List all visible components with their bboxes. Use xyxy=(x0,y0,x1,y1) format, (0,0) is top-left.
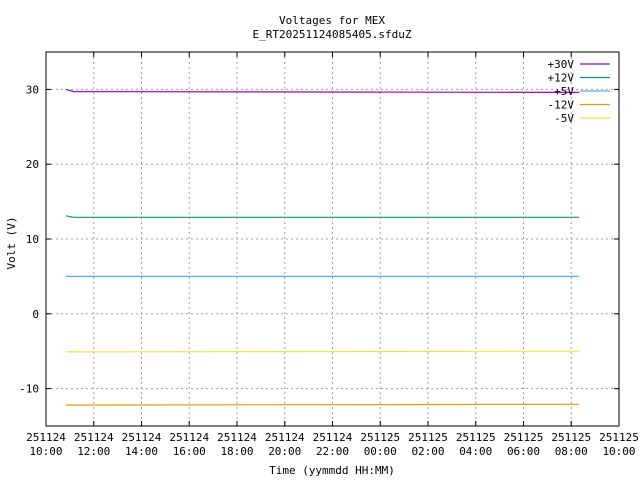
x-tick-time-label: 06:00 xyxy=(507,445,540,458)
x-tick-time-label: 02:00 xyxy=(411,445,444,458)
series-line xyxy=(65,88,580,94)
x-tick-date-label: 251125 xyxy=(504,431,544,444)
x-tick-time-label: 14:00 xyxy=(125,445,158,458)
x-tick-date-label: 251124 xyxy=(265,431,305,444)
x-tick-date-label: 251124 xyxy=(169,431,209,444)
series-line xyxy=(65,403,580,406)
x-tick-time-label: 00:00 xyxy=(364,445,397,458)
x-tick-date-label: 251125 xyxy=(456,431,496,444)
y-tick-label: 10 xyxy=(26,233,39,246)
x-tick-time-label: 22:00 xyxy=(316,445,349,458)
x-tick-time-label: 10:00 xyxy=(602,445,635,458)
x-tick-date-label: 251124 xyxy=(26,431,66,444)
x-tick-date-label: 251125 xyxy=(408,431,448,444)
legend-label: +5V xyxy=(554,85,574,98)
legend-label: -12V xyxy=(548,99,575,112)
x-axis-label: Time (yymmdd HH:MM) xyxy=(269,464,395,477)
series-line xyxy=(65,350,580,353)
x-tick-time-label: 08:00 xyxy=(555,445,588,458)
grid-lines xyxy=(46,52,619,426)
y-axis-label: Volt (V) xyxy=(5,217,18,270)
axis-ticks: 25112410:0025112412:0025112414:002511241… xyxy=(19,52,639,458)
x-tick-time-label: 16:00 xyxy=(173,445,206,458)
chart-subtitle: E_RT20251124085405.sfduZ xyxy=(253,28,412,41)
x-tick-date-label: 251125 xyxy=(551,431,591,444)
x-tick-time-label: 10:00 xyxy=(29,445,62,458)
legend-label: +12V xyxy=(548,72,575,85)
chart-title: Voltages for MEX xyxy=(279,14,385,27)
y-tick-label: 0 xyxy=(32,308,39,321)
x-tick-time-label: 20:00 xyxy=(268,445,301,458)
x-tick-date-label: 251125 xyxy=(360,431,400,444)
legend-label: -5V xyxy=(554,112,574,125)
x-tick-time-label: 12:00 xyxy=(77,445,110,458)
y-tick-label: 20 xyxy=(26,158,39,171)
series-line xyxy=(65,215,580,218)
y-tick-label: -10 xyxy=(19,383,39,396)
legend-label: +30V xyxy=(548,58,575,71)
x-tick-time-label: 04:00 xyxy=(459,445,492,458)
x-tick-date-label: 251124 xyxy=(122,431,162,444)
x-tick-date-label: 251124 xyxy=(313,431,353,444)
series-layer xyxy=(65,88,580,406)
plot-frame xyxy=(45,51,620,427)
x-tick-time-label: 18:00 xyxy=(220,445,253,458)
x-tick-date-label: 251124 xyxy=(74,431,114,444)
y-tick-label: 30 xyxy=(26,83,39,96)
legend: +30V+12V+5V-12V-5V xyxy=(548,58,610,125)
x-tick-date-label: 251125 xyxy=(599,431,639,444)
x-tick-date-label: 251124 xyxy=(217,431,257,444)
